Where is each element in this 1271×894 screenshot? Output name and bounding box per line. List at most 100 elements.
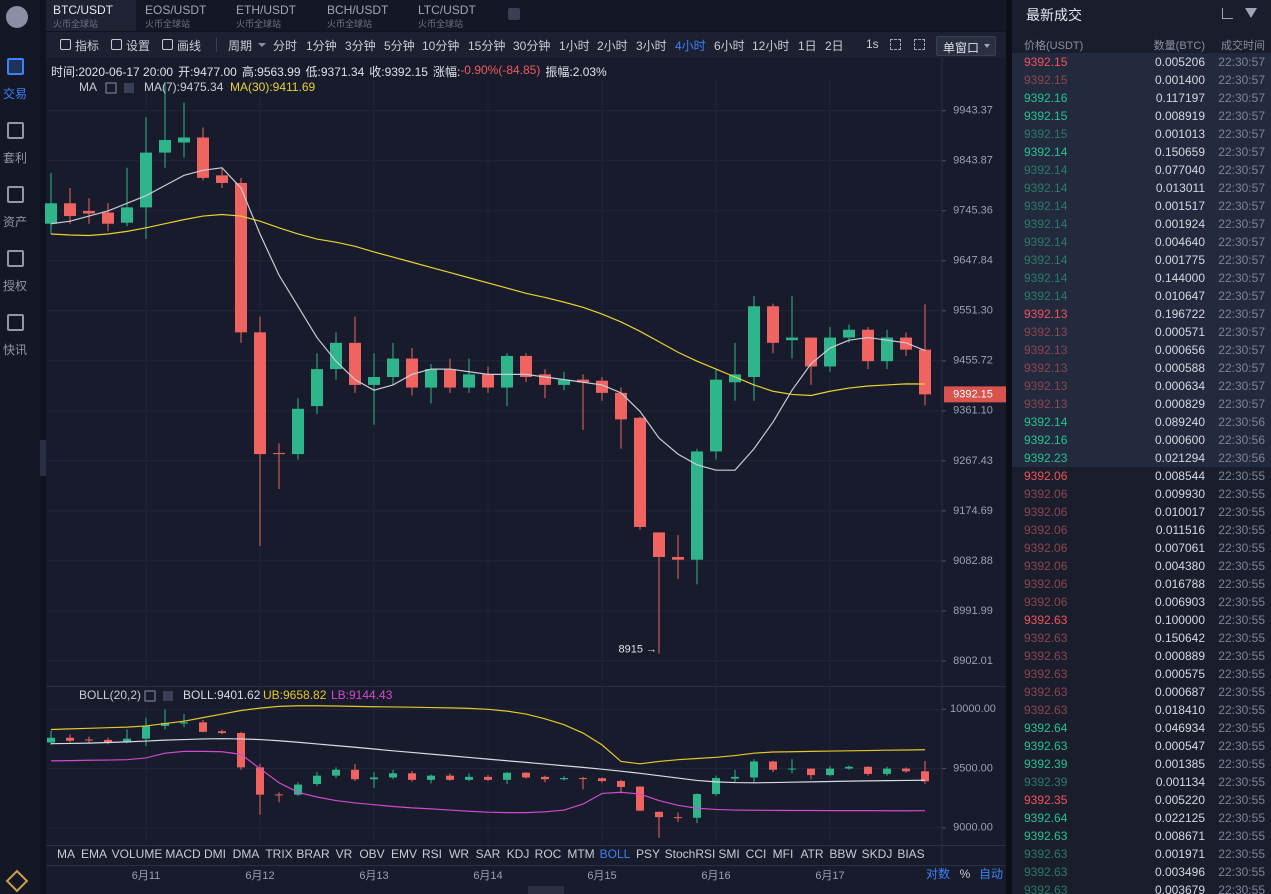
trade-time: 22:30:55 <box>1218 487 1265 501</box>
nav-icon[interactable] <box>7 58 24 75</box>
indicator-tab[interactable]: EMV <box>391 847 417 861</box>
indicator-tab[interactable]: OBV <box>359 847 384 861</box>
indicator-tab[interactable]: SKDJ <box>862 847 893 861</box>
indicator-tab[interactable]: TRIX <box>265 847 292 861</box>
period-option[interactable]: 1日 <box>798 39 817 53</box>
period-option[interactable]: 3小时 <box>636 39 667 53</box>
period-option[interactable]: 3分钟 <box>345 39 376 53</box>
indicator-tab[interactable]: RSI <box>422 847 442 861</box>
indicator-tab[interactable]: WR <box>449 847 469 861</box>
trade-time: 22:30:57 <box>1218 55 1265 69</box>
tool-icon[interactable] <box>162 39 173 50</box>
period-option[interactable]: 2小时 <box>597 39 628 53</box>
interval[interactable]: 1s <box>866 37 879 51</box>
screenshot-icon[interactable] <box>914 39 925 50</box>
trade-row: 9392.06 0.010017 22:30:55 <box>1012 503 1271 521</box>
axis-option[interactable]: 自动 <box>979 867 1003 881</box>
tab[interactable]: BTC/USDT 火币全球站 <box>46 0 136 31</box>
nav-icon[interactable] <box>7 250 24 267</box>
indicator-tab[interactable]: BBW <box>829 847 857 861</box>
period-option[interactable]: 30分钟 <box>513 39 551 53</box>
period-option[interactable]: 1分钟 <box>306 39 337 53</box>
period-option[interactable]: 2日 <box>825 39 844 53</box>
indicator-tab[interactable]: PSY <box>636 847 660 861</box>
indicator-tab[interactable]: ATR <box>800 847 823 861</box>
trade-row: 9392.63 0.000687 22:30:55 <box>1012 683 1271 701</box>
indicator-tab[interactable]: MACD <box>165 847 201 861</box>
indicator-tab[interactable]: ROC <box>535 847 562 861</box>
tool-label[interactable]: 画线 <box>177 39 202 53</box>
nav-icon[interactable] <box>7 314 24 331</box>
indicator-tab[interactable]: DMA <box>233 847 260 861</box>
indicator-tab[interactable]: DMI <box>204 847 226 861</box>
indicator-tab[interactable]: CCI <box>746 847 767 861</box>
trade-amount: 0.022125 <box>1154 811 1205 825</box>
nav-icon[interactable] <box>7 122 24 139</box>
dropdown-arrow <box>984 44 990 48</box>
candle-body <box>653 532 665 557</box>
boll-candle-body <box>636 786 644 811</box>
period-option[interactable]: 10分钟 <box>422 39 460 53</box>
trade-amount: 0.144000 <box>1154 271 1205 285</box>
indicator-tab[interactable]: MTM <box>567 847 594 861</box>
period-option[interactable]: 15分钟 <box>468 39 506 53</box>
tab[interactable]: ETH/USDT 火币全球站 <box>229 0 319 31</box>
period-option[interactable]: 1小时 <box>559 39 590 53</box>
trade-price: 9392.15 <box>1024 55 1068 69</box>
indicator-tab[interactable]: VOLUME <box>112 847 163 861</box>
fullscreen-icon[interactable] <box>890 39 901 50</box>
nav-label[interactable]: 授权 <box>3 279 28 293</box>
window-button[interactable]: 单窗口 <box>936 36 996 56</box>
tab-symbol: EOS/USDT <box>145 3 207 17</box>
candle-body <box>330 342 342 370</box>
indicator-tab[interactable]: StochRSI <box>665 847 716 861</box>
nav-label[interactable]: 快讯 <box>3 343 28 357</box>
boll-candle-body <box>712 778 720 795</box>
tool-label[interactable]: 指标 <box>75 39 100 53</box>
scroll-handle <box>528 886 564 894</box>
indicator-tab[interactable]: BIAS <box>897 847 924 861</box>
tool-icon[interactable] <box>60 39 71 50</box>
period-label[interactable]: 周期 <box>228 39 253 53</box>
period-option[interactable]: 6小时 <box>714 39 745 53</box>
trade-price: 9392.14 <box>1024 235 1068 249</box>
axis-option[interactable]: % <box>960 867 971 881</box>
indicator-tab[interactable]: EMA <box>81 847 107 861</box>
axis-option[interactable]: 对数 <box>926 866 950 881</box>
trade-time: 22:30:55 <box>1218 847 1265 861</box>
tool-label[interactable]: 设置 <box>126 39 151 53</box>
indicator-tab[interactable]: SAR <box>476 847 501 861</box>
candle-body <box>501 355 513 388</box>
nav-label[interactable]: 资产 <box>3 215 28 229</box>
indicator-tab[interactable]: BRAR <box>296 847 330 861</box>
nav-label[interactable]: 套利 <box>3 151 28 165</box>
indicator-tab[interactable]: MFI <box>773 847 794 861</box>
tab[interactable]: LTC/USDT 火币全球站 <box>411 0 501 31</box>
trade-amount: 0.150659 <box>1154 145 1205 159</box>
filter-icon[interactable] <box>1245 8 1257 18</box>
nav-icon[interactable] <box>7 186 24 203</box>
tab[interactable]: BCH/USDT 火币全球站 <box>320 0 410 31</box>
tab[interactable]: EOS/USDT 火币全球站 <box>138 0 228 31</box>
sort-icon[interactable] <box>1222 8 1233 19</box>
period-option[interactable]: 12小时 <box>752 39 790 53</box>
trade-amount: 0.008671 <box>1154 829 1205 843</box>
boll-candle-body <box>408 773 416 780</box>
period-option[interactable]: 5分钟 <box>384 39 415 53</box>
info-item: 高:9563.99 <box>241 65 301 79</box>
legend-close <box>124 83 134 93</box>
add-tab[interactable] <box>508 8 520 20</box>
trade-time: 22:30:57 <box>1218 343 1265 357</box>
indicator-tab[interactable]: MA <box>57 847 75 861</box>
indicator-tab[interactable]: BOLL <box>600 847 631 861</box>
nav-label[interactable]: 交易 <box>3 87 28 101</box>
trade-row: 9392.14 0.001775 22:30:57 <box>1012 251 1271 269</box>
indicator-tab[interactable]: SMI <box>718 847 739 861</box>
indicator-tab[interactable]: VR <box>336 847 353 861</box>
period-option[interactable]: 分时 <box>273 39 298 53</box>
period-option[interactable]: 4小时 <box>675 39 706 53</box>
indicator-tab[interactable]: KDJ <box>507 847 530 861</box>
boll-candle-body <box>902 768 910 772</box>
ma-line <box>50 167 926 471</box>
tool-icon[interactable] <box>111 39 122 50</box>
